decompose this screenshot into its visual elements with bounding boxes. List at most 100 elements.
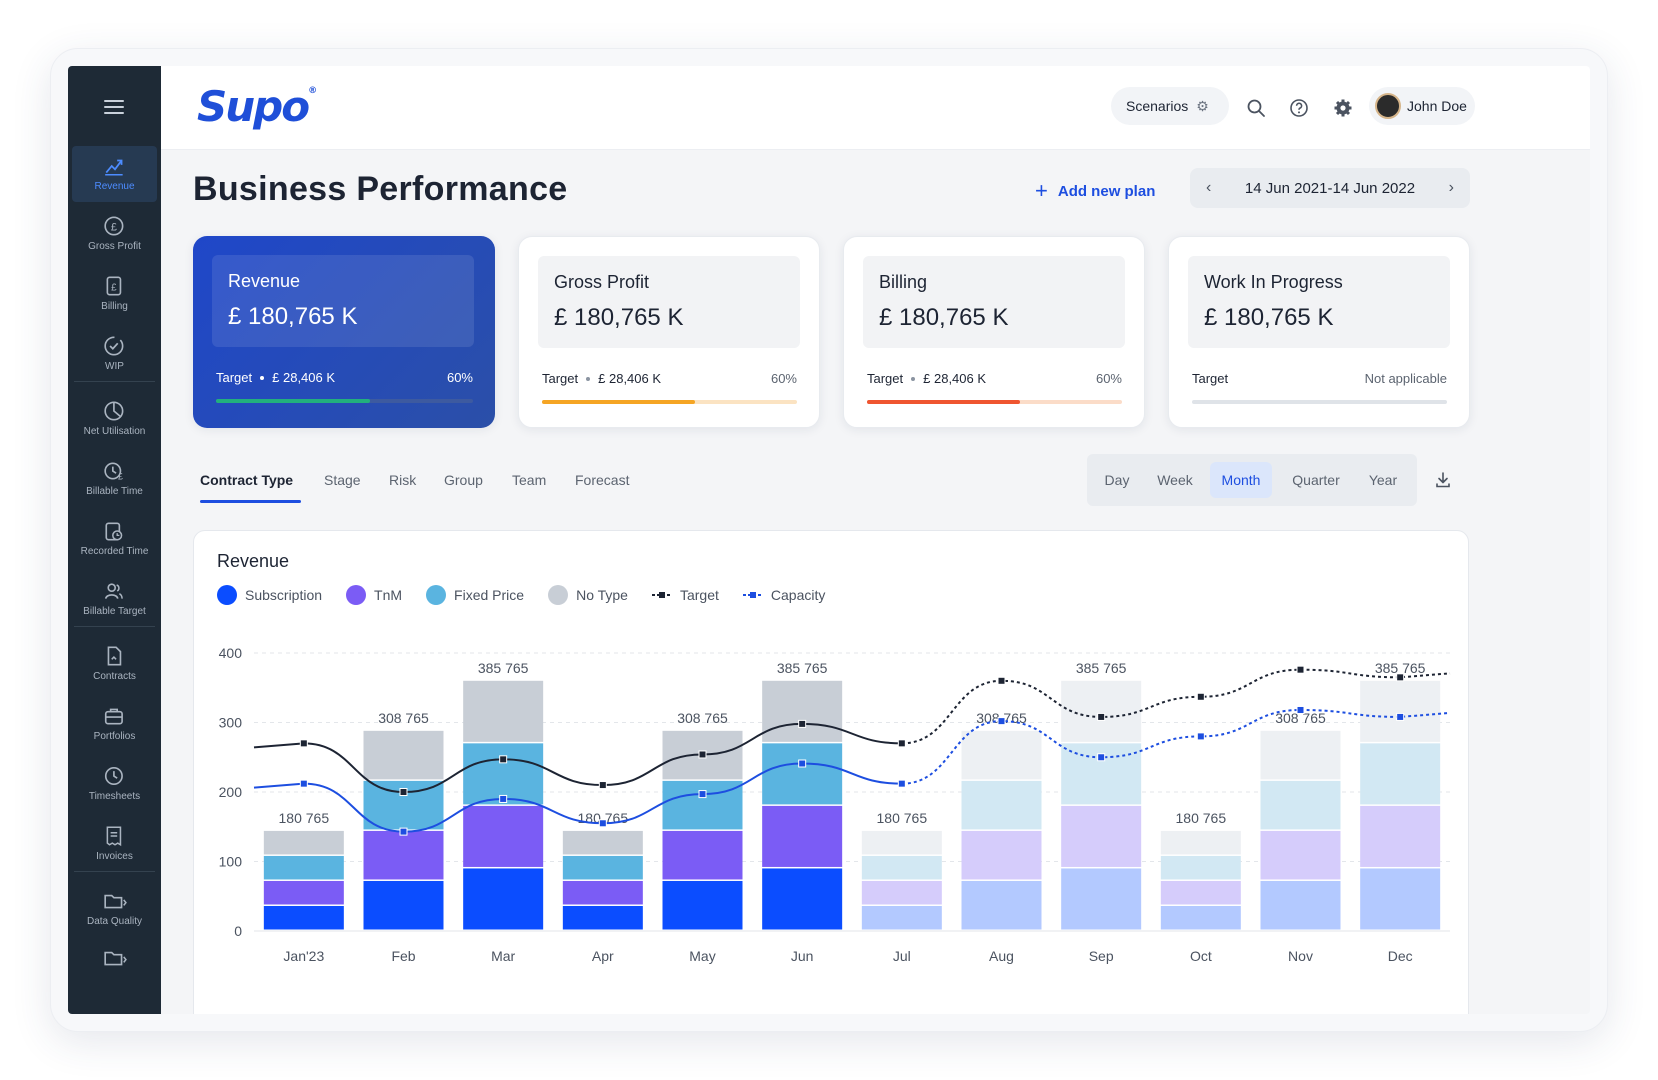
kpi-title: Work In Progress xyxy=(1204,272,1343,292)
progress-fill xyxy=(867,400,1020,404)
line-marker-target xyxy=(1396,673,1405,682)
y-tick-label: 200 xyxy=(219,784,243,800)
period-month[interactable]: Month xyxy=(1210,462,1272,498)
bar-segment-fixed-price xyxy=(961,780,1042,830)
bar-segment-fixed-price xyxy=(1160,855,1241,880)
bar-segment-tnm xyxy=(1061,805,1142,867)
x-tick-label: Oct xyxy=(1190,948,1212,964)
kpi-value: £ 180,765 K xyxy=(1204,304,1334,331)
bar-total-label: 308 765 xyxy=(1275,710,1326,726)
bar-segment-fixed-price xyxy=(562,855,643,880)
sidebar-item-revenue[interactable]: Revenue xyxy=(72,146,157,202)
sidebar-item-billable-target[interactable]: Billable Target xyxy=(72,571,157,627)
timesheet-icon xyxy=(104,767,123,785)
sidebar-item-contracts[interactable]: Contracts xyxy=(72,636,157,692)
legend-swatch xyxy=(217,585,237,605)
legend-item-capacity[interactable]: Capacity xyxy=(742,587,826,603)
sidebar-item-invoices[interactable]: Invoices xyxy=(72,816,157,872)
bar-segment-subscription xyxy=(762,868,843,930)
bar-segment-no-type xyxy=(1360,680,1441,742)
line-marker-capacity xyxy=(997,717,1006,726)
line-capacity-forecast xyxy=(901,708,1451,785)
legend-item-subscription[interactable]: Subscription xyxy=(217,585,322,605)
sidebar-item-billing[interactable]: £ Billing xyxy=(72,266,157,322)
sidebar-item-recorded-time[interactable]: Recorded Time xyxy=(72,511,157,567)
sidebar-item-label: Billing xyxy=(101,301,128,312)
legend-line-swatch xyxy=(742,588,763,602)
line-marker-capacity xyxy=(598,819,607,828)
chevron-left-icon[interactable]: ‹ xyxy=(1206,179,1212,196)
sidebar-item-net-utilisation[interactable]: Net Utilisation xyxy=(72,391,157,447)
progress-track xyxy=(216,399,473,403)
line-marker-target xyxy=(598,781,607,790)
line-marker-target xyxy=(299,739,308,748)
add-new-plan-button[interactable]: + Add new plan xyxy=(1035,178,1155,204)
tab-group[interactable]: Group xyxy=(444,472,483,488)
bar-segment-fixed-price xyxy=(1360,743,1441,805)
tab-stage[interactable]: Stage xyxy=(324,472,361,488)
scenarios-button[interactable]: Scenarios ⚙ xyxy=(1111,87,1229,125)
target-label: Target xyxy=(216,370,253,385)
target-label: Target xyxy=(1192,371,1229,386)
period-quarter[interactable]: Quarter xyxy=(1292,472,1340,488)
tab-forecast[interactable]: Forecast xyxy=(575,472,630,488)
legend-item-tnm[interactable]: TnM xyxy=(346,585,402,605)
bar-segment-tnm xyxy=(961,830,1042,880)
line-marker-capacity xyxy=(798,759,807,768)
date-range-label[interactable]: 14 Jun 2021-14 Jun 2022 xyxy=(1244,179,1416,197)
download-icon[interactable] xyxy=(1434,471,1452,489)
legend-item-no-type[interactable]: No Type xyxy=(548,585,628,605)
target-label: Target xyxy=(867,371,904,386)
kpi-card-revenue[interactable]: Revenue £ 180,765 K Target £ 28,406 K 60% xyxy=(193,236,495,428)
target-value: £ 28,406 K xyxy=(598,371,662,386)
logo[interactable]: Supo® xyxy=(197,82,318,131)
line-marker-capacity xyxy=(299,779,308,788)
sidebar-item-label: Invoices xyxy=(96,851,133,862)
bar-segment-subscription xyxy=(263,905,344,930)
settings-icon[interactable] xyxy=(1333,98,1353,118)
kpi-summary: Gross Profit £ 180,765 K xyxy=(538,256,800,348)
user-menu[interactable]: John Doe xyxy=(1369,87,1475,125)
bar-segment-no-type xyxy=(1061,680,1142,742)
legend-label: Target xyxy=(679,587,719,603)
y-tick-label: 400 xyxy=(219,645,243,661)
add-new-plan-label: Add new plan xyxy=(1057,182,1156,200)
tab-team[interactable]: Team xyxy=(512,472,547,488)
bar-segment-no-type xyxy=(1160,830,1241,855)
bar-segment-subscription xyxy=(463,868,544,930)
sidebar-item-timesheets[interactable]: Timesheets xyxy=(72,756,157,812)
bar-segment-no-type xyxy=(263,830,344,855)
help-icon[interactable] xyxy=(1289,98,1309,118)
bar-segment-no-type xyxy=(463,680,544,742)
sidebar-item-wip[interactable]: WIP xyxy=(72,326,157,382)
legend-item-fixed-price[interactable]: Fixed Price xyxy=(426,585,524,605)
line-marker-target xyxy=(399,788,408,796)
tab-risk[interactable]: Risk xyxy=(389,472,417,488)
menu-icon[interactable] xyxy=(104,100,124,114)
date-range-picker: ‹ 14 Jun 2021-14 Jun 2022 › xyxy=(1190,168,1470,208)
line-marker-capacity xyxy=(698,790,707,799)
sidebar-item-portfolios[interactable]: Portfolios xyxy=(72,696,157,752)
period-week[interactable]: Week xyxy=(1157,472,1193,488)
bar-total-label: 308 765 xyxy=(378,710,429,726)
sidebar-item-billable-time[interactable]: £ Billable Time xyxy=(72,451,157,507)
search-icon[interactable] xyxy=(1246,98,1266,118)
period-day[interactable]: Day xyxy=(1104,472,1130,488)
kpi-card-work-in-progress[interactable]: Work In Progress £ 180,765 K Target Not app… xyxy=(1168,236,1470,428)
bar-segment-no-type xyxy=(1260,730,1341,780)
separator-dot xyxy=(586,376,591,381)
sidebar-item-gross-profit[interactable]: £ Gross Profit xyxy=(72,206,157,262)
sidebar-item-data-quality[interactable]: Data Quality xyxy=(72,881,157,937)
kpi-card-billing[interactable]: Billing £ 180,765 K Target £ 28,406 K 60% xyxy=(843,236,1145,428)
legend-label: Capacity xyxy=(770,587,826,603)
sidebar-item-label: Data Quality xyxy=(86,916,143,927)
progress-fill xyxy=(542,400,695,404)
sidebar-item-more[interactable] xyxy=(72,938,157,994)
bar-segment-no-type xyxy=(961,730,1042,780)
legend-item-target[interactable]: Target xyxy=(651,587,719,603)
kpi-card-gross-profit[interactable]: Gross Profit £ 180,765 K Target £ 28,406 K 6… xyxy=(518,236,820,428)
tab-contract-type[interactable]: Contract Type xyxy=(200,472,294,488)
period-year[interactable]: Year xyxy=(1368,472,1398,488)
target-value: £ 28,406 K xyxy=(272,370,336,385)
chevron-right-icon[interactable]: › xyxy=(1448,179,1454,196)
